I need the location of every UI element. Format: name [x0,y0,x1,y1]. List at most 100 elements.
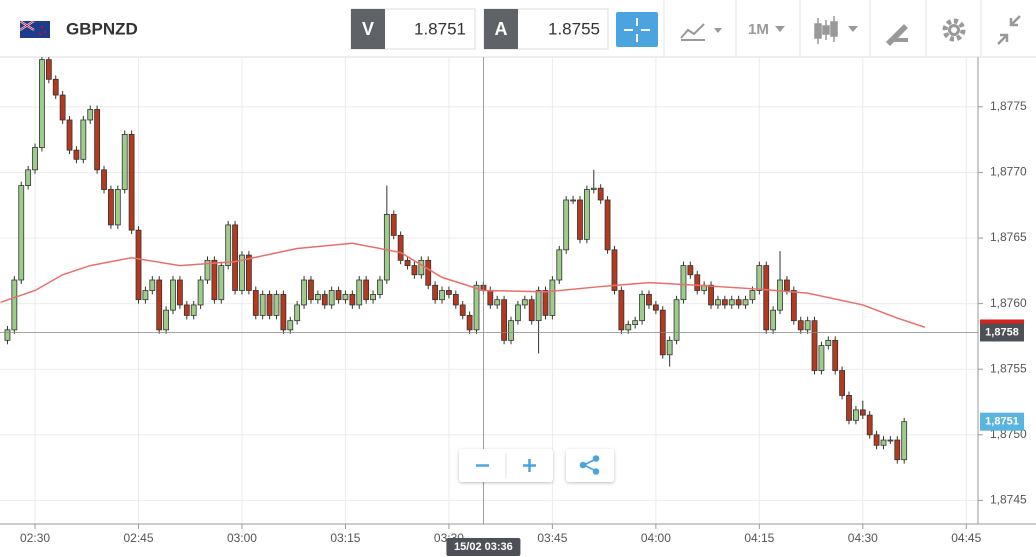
candle-body [680,265,687,301]
candle-body [570,199,576,202]
candle-body [632,320,639,326]
candle-body [121,133,128,190]
candle-body [839,370,846,396]
bid-key: V [362,19,374,39]
x-tick-label: 03:15 [330,531,360,545]
candle-body [363,279,370,301]
candle-body [790,290,797,322]
candle-body [804,320,811,331]
collapse-button[interactable] [997,15,1021,45]
candle-body [128,133,135,231]
candle-body [432,284,439,301]
candle-body [321,294,328,306]
zoom-in[interactable] [523,459,536,472]
candle-body [66,119,73,151]
candle-body [846,395,852,421]
candle-body [439,290,445,301]
crosshair-x-label: 15/02 03:36 [454,541,513,553]
y-tick-label: 1,8765 [990,230,1027,244]
candle-body [521,299,528,306]
candle-body [114,189,121,226]
settings-button[interactable] [942,18,966,42]
candle-body [625,324,632,331]
candle-body [377,279,383,295]
candle-body [204,259,211,281]
candle-body [618,290,625,331]
candle-body [466,315,473,331]
candle-body [590,187,597,190]
candle-body [259,294,266,316]
candle-body [197,279,204,306]
bid-button[interactable]: V 1.8751 [350,8,476,50]
candle-body [80,119,87,160]
candle-body [797,320,804,331]
candle-body [611,249,618,291]
bid-price: 1.8751 [414,19,466,38]
candle-body [4,329,11,341]
candle-body [597,187,604,201]
symbol: GBPNZD [66,19,138,38]
candle-body [383,214,390,281]
candle-body [687,265,694,276]
candle-body [232,224,238,291]
candle-body [11,279,18,331]
candle-style-button[interactable] [814,16,858,44]
series [0,57,926,464]
candle-body [135,229,142,301]
candle-body [328,290,335,306]
candle-body [59,94,66,121]
candle-body [25,169,32,186]
candle-body [825,339,832,346]
candle-body [335,290,342,301]
crosshair-button[interactable] [616,12,658,47]
candle-body [245,254,252,291]
candle-body [108,189,114,226]
timeframe-button[interactable]: 1M [748,21,785,38]
candle-body [763,265,770,331]
share-button[interactable] [566,449,614,482]
ask-price: 1.8755 [548,19,600,38]
candle-body [280,294,287,331]
last-price-tag [980,412,1024,431]
candle-body [880,439,887,446]
candle-body [652,304,659,311]
candle-body [163,309,170,331]
candle-body [535,290,542,322]
candle-body [356,279,363,306]
candle-body [853,409,859,421]
candle-body [32,147,38,171]
x-tick-label: 04:45 [951,531,981,545]
candle-body [39,59,45,148]
candle-body [287,320,294,331]
candle-body [211,259,218,301]
moving-average [0,242,926,328]
ask-button[interactable]: A 1.8755 [483,8,609,50]
candle-body [832,339,839,371]
candle-body [604,199,611,251]
crosshair-x-tag [446,538,521,556]
candle-body [873,434,880,446]
draw-button[interactable] [886,24,908,46]
candle-body [18,185,25,281]
candle-body [87,109,94,121]
zoom-controls[interactable] [459,449,553,482]
chart-type-button[interactable] [680,23,722,41]
x-tick-label: 02:30 [20,531,50,545]
toolbar: GBPNZD V 1.8751 A 1.8755 1M [0,0,1036,58]
y-tick-label: 1,8775 [990,99,1027,113]
candle-body [784,279,790,291]
candle-body [308,279,314,301]
candle-body [542,290,549,316]
x-tick-label: 02:45 [123,531,153,545]
candle-body [459,304,466,316]
candle-body [894,439,901,461]
candle-body [694,274,701,291]
x-tick-label: 03:00 [227,531,257,545]
candle-body [446,290,452,295]
candle-body [494,299,501,306]
candle-body [859,409,866,416]
candle-body [101,169,107,190]
candle-body [639,294,645,322]
x-tick-label: 03:45 [537,531,567,545]
